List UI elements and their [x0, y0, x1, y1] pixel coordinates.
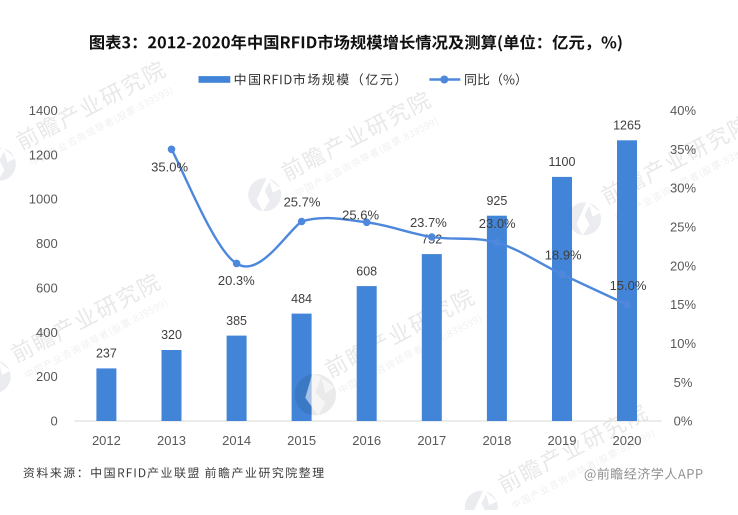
svg-text:385: 385 — [226, 314, 247, 328]
svg-text:25%: 25% — [670, 220, 696, 235]
svg-text:925: 925 — [486, 194, 507, 208]
svg-text:23.0%: 23.0% — [479, 216, 516, 231]
svg-text:2019: 2019 — [548, 433, 577, 448]
svg-text:2020: 2020 — [613, 433, 642, 448]
svg-text:1200: 1200 — [29, 147, 58, 162]
svg-text:1265: 1265 — [613, 119, 641, 133]
svg-text:400: 400 — [36, 325, 58, 340]
svg-text:2015: 2015 — [287, 433, 316, 448]
svg-text:484: 484 — [291, 292, 312, 306]
svg-text:1000: 1000 — [29, 192, 58, 207]
svg-text:2016: 2016 — [352, 433, 381, 448]
svg-text:35%: 35% — [670, 142, 696, 157]
svg-text:2014: 2014 — [222, 433, 251, 448]
svg-text:600: 600 — [36, 280, 58, 295]
svg-text:15.0%: 15.0% — [610, 278, 647, 293]
svg-text:20.3%: 20.3% — [218, 273, 255, 288]
svg-text:30%: 30% — [670, 181, 696, 196]
svg-text:10%: 10% — [670, 336, 696, 351]
svg-text:15%: 15% — [670, 297, 696, 312]
svg-text:25.6%: 25.6% — [342, 208, 379, 223]
svg-text:0%: 0% — [674, 414, 693, 429]
svg-text:608: 608 — [356, 264, 377, 278]
svg-text:1100: 1100 — [549, 155, 576, 169]
svg-text:2017: 2017 — [417, 433, 446, 448]
svg-text:2012: 2012 — [92, 433, 121, 448]
svg-text:25.7%: 25.7% — [284, 195, 321, 210]
svg-text:0: 0 — [50, 414, 57, 429]
svg-text:40%: 40% — [670, 103, 696, 118]
svg-text:35.0%: 35.0% — [151, 159, 188, 174]
svg-text:237: 237 — [96, 347, 117, 361]
svg-text:200: 200 — [36, 369, 58, 384]
svg-text:20%: 20% — [670, 258, 696, 273]
svg-text:2013: 2013 — [157, 433, 186, 448]
svg-text:800: 800 — [36, 236, 58, 251]
svg-text:5%: 5% — [674, 375, 693, 390]
svg-text:18.9%: 18.9% — [545, 247, 582, 262]
svg-text:1400: 1400 — [29, 103, 58, 118]
svg-text:320: 320 — [161, 328, 182, 342]
svg-text:23.7%: 23.7% — [410, 215, 447, 230]
svg-text:2018: 2018 — [482, 433, 511, 448]
